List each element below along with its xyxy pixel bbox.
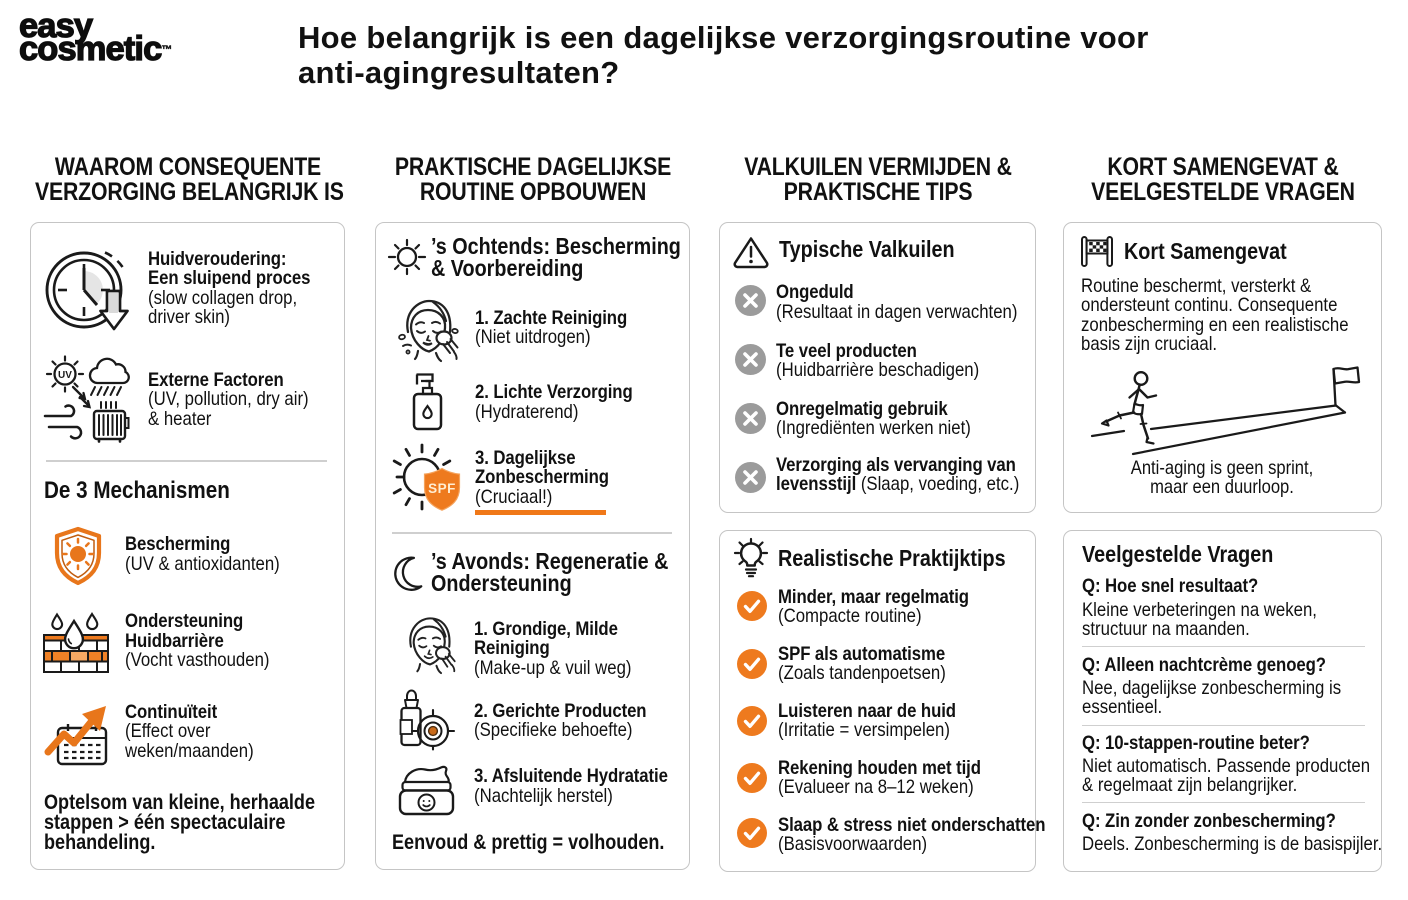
svg-text:SPF: SPF: [428, 481, 456, 496]
svg-text:UV: UV: [58, 370, 72, 381]
